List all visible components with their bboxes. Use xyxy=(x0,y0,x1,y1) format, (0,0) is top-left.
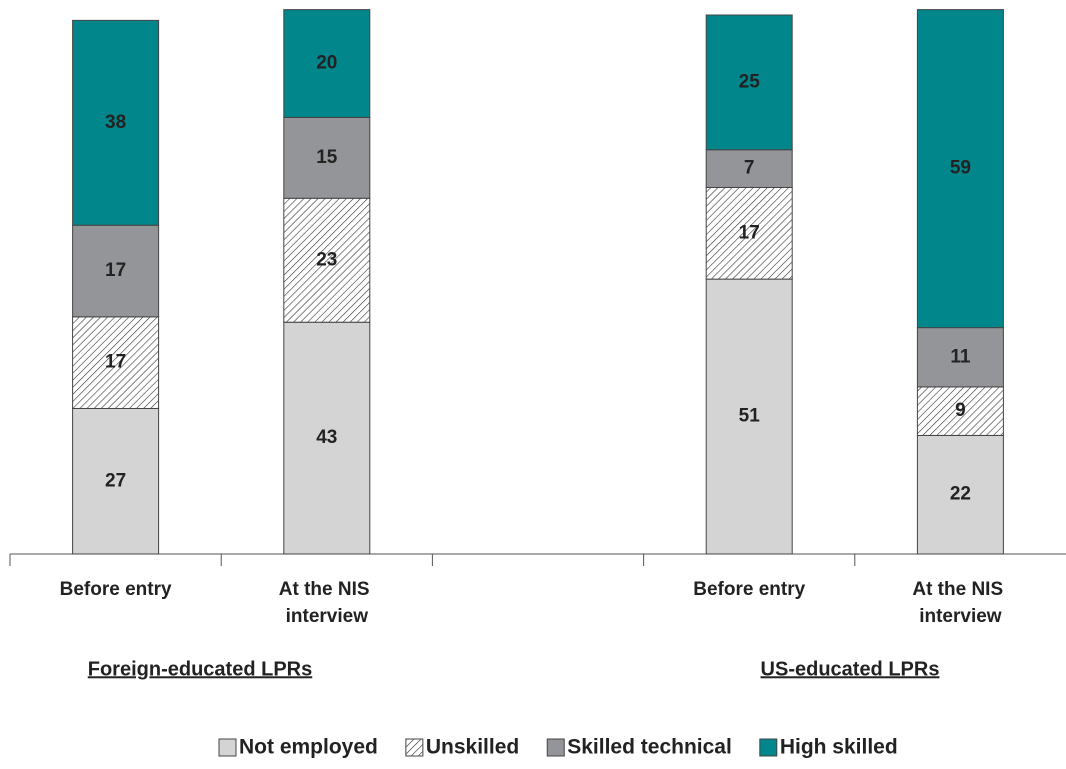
data-label: 27 xyxy=(105,470,126,491)
data-label: 59 xyxy=(950,158,971,179)
bar-segment xyxy=(916,386,1004,436)
data-label: 9 xyxy=(955,400,966,421)
bar-segment xyxy=(283,321,371,555)
bar-segment xyxy=(283,9,371,118)
data-label: 17 xyxy=(739,222,760,243)
data-label: 22 xyxy=(950,484,971,505)
group-label: Foreign-educated LPRs xyxy=(88,658,312,680)
legend-swatch xyxy=(218,738,237,757)
group-label: US-educated LPRs xyxy=(761,658,940,680)
bar-segment xyxy=(72,407,160,555)
legend-swatch xyxy=(546,738,565,757)
x-tick-label: Before entry xyxy=(60,579,172,600)
x-tick-label: At the NIS interview xyxy=(912,579,1008,627)
data-label: 15 xyxy=(316,147,338,168)
bar-segment xyxy=(916,9,1004,329)
legend-label: High skilled xyxy=(780,736,898,759)
bar-segment xyxy=(72,316,160,409)
bar-segment xyxy=(72,224,160,318)
bar-segment xyxy=(283,116,371,199)
data-label: 38 xyxy=(105,112,126,133)
legend-label: Skilled technical xyxy=(567,736,732,759)
x-tick-label: At the NIS interview xyxy=(279,579,375,627)
bar-segment xyxy=(72,19,160,226)
bar-segment xyxy=(705,186,793,280)
data-label: 23 xyxy=(316,249,337,270)
bar-segment xyxy=(916,327,1004,388)
legend-swatch xyxy=(405,738,424,757)
bar-segment xyxy=(705,14,793,151)
legend-label: Not employed xyxy=(239,736,378,759)
bar-segment xyxy=(916,434,1004,555)
bar-segment xyxy=(705,278,793,555)
legend-swatch xyxy=(759,738,778,757)
data-label: 17 xyxy=(105,260,126,281)
x-tick-label: Before entry xyxy=(693,579,805,600)
bar-segment xyxy=(705,149,793,188)
data-label: 51 xyxy=(739,406,761,427)
data-label: 7 xyxy=(744,158,755,179)
bar-segment xyxy=(283,197,371,323)
data-label: 20 xyxy=(316,53,337,74)
data-label: 43 xyxy=(316,427,337,448)
data-label: 25 xyxy=(739,71,761,92)
legend-label: Unskilled xyxy=(426,736,519,759)
data-label: 17 xyxy=(105,352,126,373)
data-label: 11 xyxy=(950,346,971,367)
